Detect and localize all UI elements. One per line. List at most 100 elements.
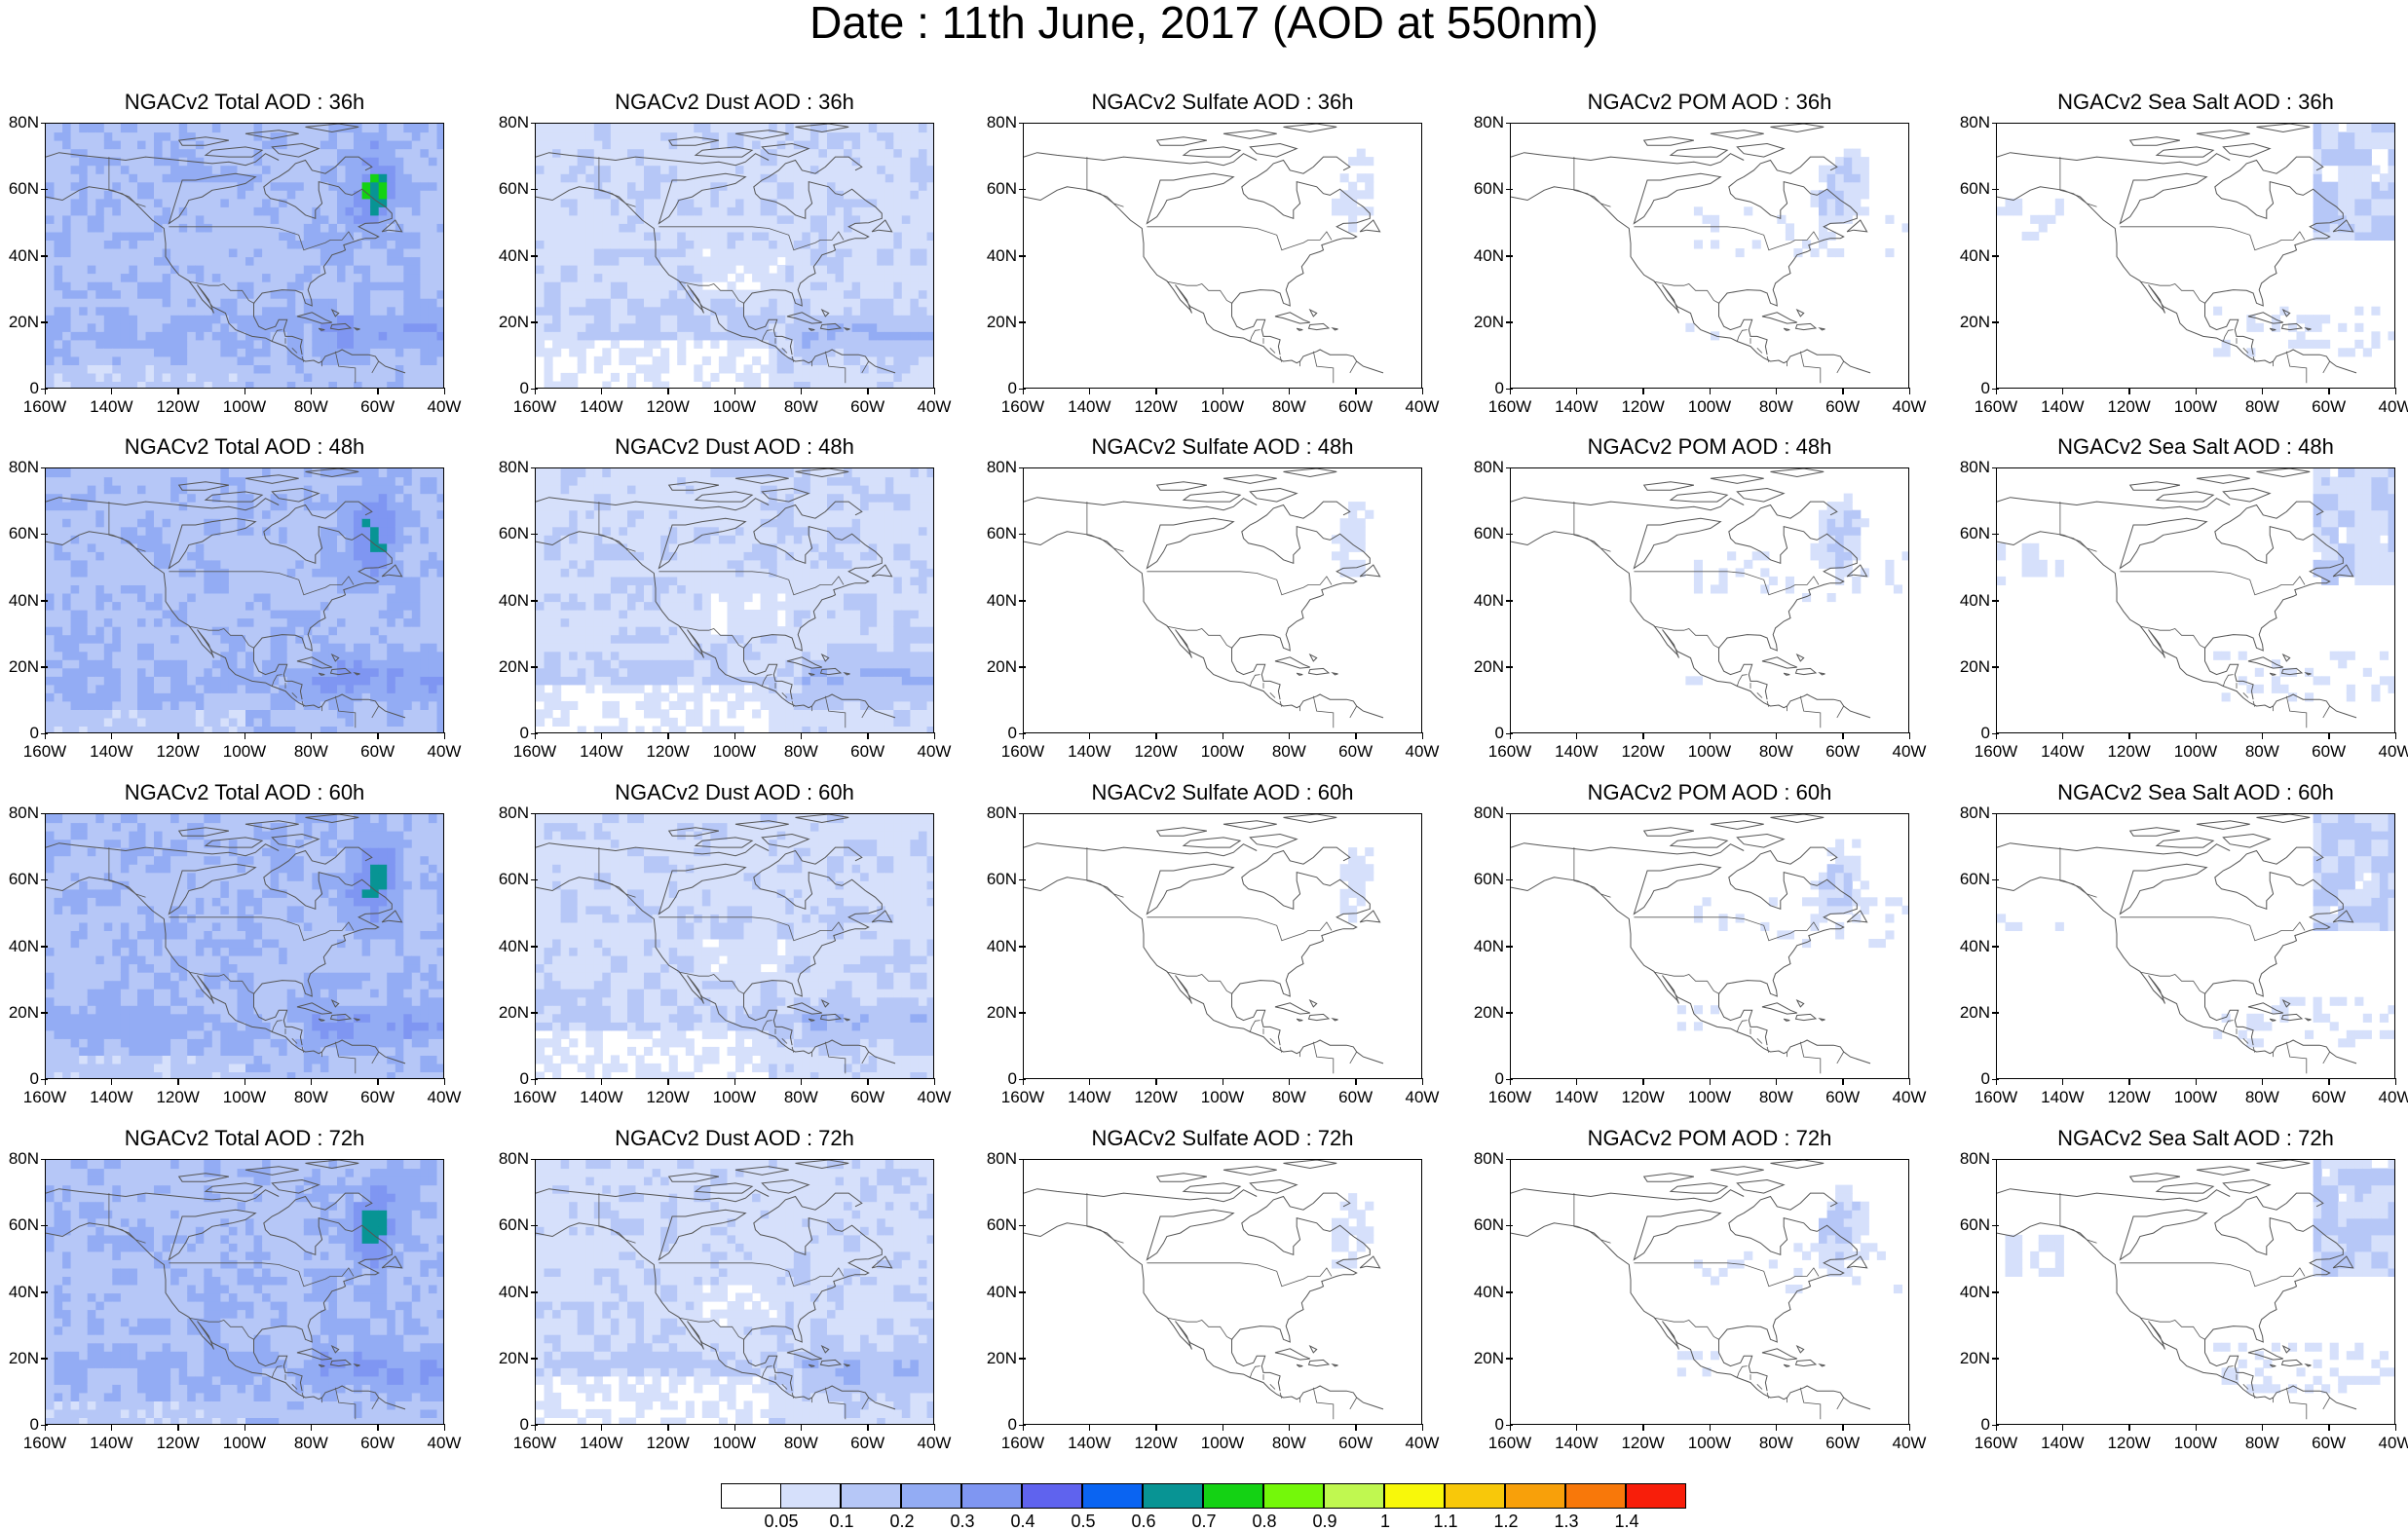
- island-outline: [2269, 1363, 2276, 1367]
- island-outline: [820, 998, 830, 1008]
- island-outline: [1283, 814, 1337, 824]
- lat-tick-mark: [1506, 1012, 1513, 1014]
- island-outline: [2155, 1182, 2215, 1194]
- lat-tick-label: 0: [1980, 379, 1990, 397]
- country-border: [1086, 157, 1124, 207]
- lat-tick-label: 60N: [8, 524, 39, 543]
- island-outline: [1710, 820, 1764, 830]
- coastline: [743, 1192, 883, 1392]
- lon-tick-mark: [244, 1424, 245, 1431]
- lat-tick-mark: [1506, 122, 1513, 124]
- country-border: [2222, 674, 2234, 687]
- lat-tick-mark: [1992, 533, 1999, 536]
- island-outline: [2196, 820, 2250, 830]
- lat-tick-label: 80N: [1959, 803, 1990, 822]
- country-border: [1279, 1046, 1283, 1053]
- map-panel-seasalt-60h: [1996, 813, 2395, 1079]
- panel-title: NGACv2 Sea Salt AOD : 48h: [2057, 434, 2334, 459]
- aod-map: [46, 1160, 443, 1424]
- lat-tick-label: 0: [519, 1069, 529, 1088]
- aod-map: [1997, 1160, 2394, 1420]
- island-outline: [2280, 1013, 2304, 1022]
- lon-tick-mark: [1775, 1078, 1778, 1085]
- country-border: [2120, 916, 2306, 942]
- lat-tick-label: 80N: [8, 803, 39, 822]
- island-outline: [1795, 1344, 1805, 1354]
- island-outline: [1736, 487, 1786, 503]
- lon-tick-label: 120W: [2107, 1434, 2151, 1452]
- lon-tick-mark: [1908, 1424, 1910, 1431]
- lon-tick-mark: [1908, 1078, 1910, 1085]
- lon-tick-mark: [1575, 388, 1578, 394]
- lat-tick-label: 20N: [1473, 656, 1504, 676]
- lat-tick-label: 60N: [498, 524, 529, 543]
- panel-title: NGACv2 Sulfate AOD : 72h: [1091, 1126, 1354, 1150]
- lon-tick-mark: [1842, 388, 1844, 394]
- lon-tick-label: 120W: [2107, 397, 2151, 416]
- island-outline: [1223, 130, 1277, 139]
- lon-tick-mark: [667, 1424, 669, 1431]
- island-outline: [2304, 1018, 2312, 1022]
- colorbar-label: 0.3: [950, 1512, 975, 1531]
- lat-tick-mark: [41, 946, 48, 948]
- country-border: [1269, 692, 1276, 698]
- lat-tick-label: 60N: [986, 524, 1017, 543]
- island-outline: [1710, 474, 1764, 484]
- aod-shading: [536, 468, 933, 732]
- lat-tick-label: 80N: [986, 113, 1017, 131]
- island-outline: [1331, 327, 1338, 331]
- coastline: [1997, 186, 2357, 374]
- lon-tick-label: 80W: [2244, 397, 2279, 416]
- lat-tick-mark: [531, 321, 538, 323]
- country-border: [2242, 1038, 2249, 1044]
- country-border: [1573, 847, 1611, 898]
- lon-tick-mark: [310, 1424, 313, 1431]
- coastline: [536, 531, 896, 719]
- lon-tick-label: 160W: [1000, 742, 1045, 761]
- aod-map: [1511, 468, 1908, 728]
- lat-tick-mark: [41, 188, 48, 191]
- coastline: [536, 842, 770, 857]
- lat-tick-label: 40N: [8, 245, 39, 265]
- lon-tick-label: 60W: [1338, 397, 1373, 416]
- lat-tick-mark: [531, 188, 538, 191]
- lon-tick-label: 160W: [512, 1434, 557, 1452]
- island-outline: [1308, 653, 1318, 662]
- lat-tick-mark: [1992, 1012, 1999, 1014]
- panel-title: NGACv2 Sea Salt AOD : 72h: [2057, 1126, 2334, 1150]
- lat-tick-mark: [1019, 467, 1026, 468]
- map-panel-pom-60h: [1510, 813, 1909, 1079]
- lat-tick-label: 80N: [986, 1149, 1017, 1168]
- lon-tick-label: 40W: [1405, 742, 1440, 761]
- country-border: [1166, 280, 1233, 304]
- aod-map: [46, 124, 443, 388]
- country-border: [371, 705, 380, 719]
- country-border: [2252, 1392, 2256, 1399]
- island-outline: [296, 1002, 332, 1015]
- country-border: [1279, 700, 1283, 707]
- lat-tick-mark: [41, 600, 48, 602]
- coastline: [1718, 1192, 1858, 1392]
- island-outline: [1669, 837, 1729, 848]
- island-outline: [2280, 322, 2304, 331]
- country-border: [761, 329, 772, 342]
- island-outline: [330, 1344, 340, 1354]
- lon-tick-label: 60W: [2312, 1088, 2347, 1106]
- island-outline: [1794, 667, 1818, 676]
- island-outline: [177, 1173, 230, 1182]
- aod-shading: [1685, 493, 1908, 686]
- coastline: [536, 1222, 896, 1410]
- coastline: [46, 842, 280, 857]
- lat-tick-label: 20N: [1959, 1348, 1990, 1367]
- country-border: [658, 571, 845, 596]
- country-border: [2322, 360, 2331, 374]
- lon-tick-mark: [933, 1078, 935, 1085]
- lon-tick-mark: [310, 388, 313, 394]
- island-outline: [1182, 146, 1242, 158]
- lon-tick-label: 80W: [1271, 1434, 1306, 1452]
- lon-tick-label: 80W: [293, 742, 328, 761]
- country-border: [1653, 971, 1720, 994]
- lat-tick-mark: [1019, 666, 1026, 668]
- aod-shading: [1332, 502, 1374, 578]
- country-border: [1279, 1392, 1283, 1399]
